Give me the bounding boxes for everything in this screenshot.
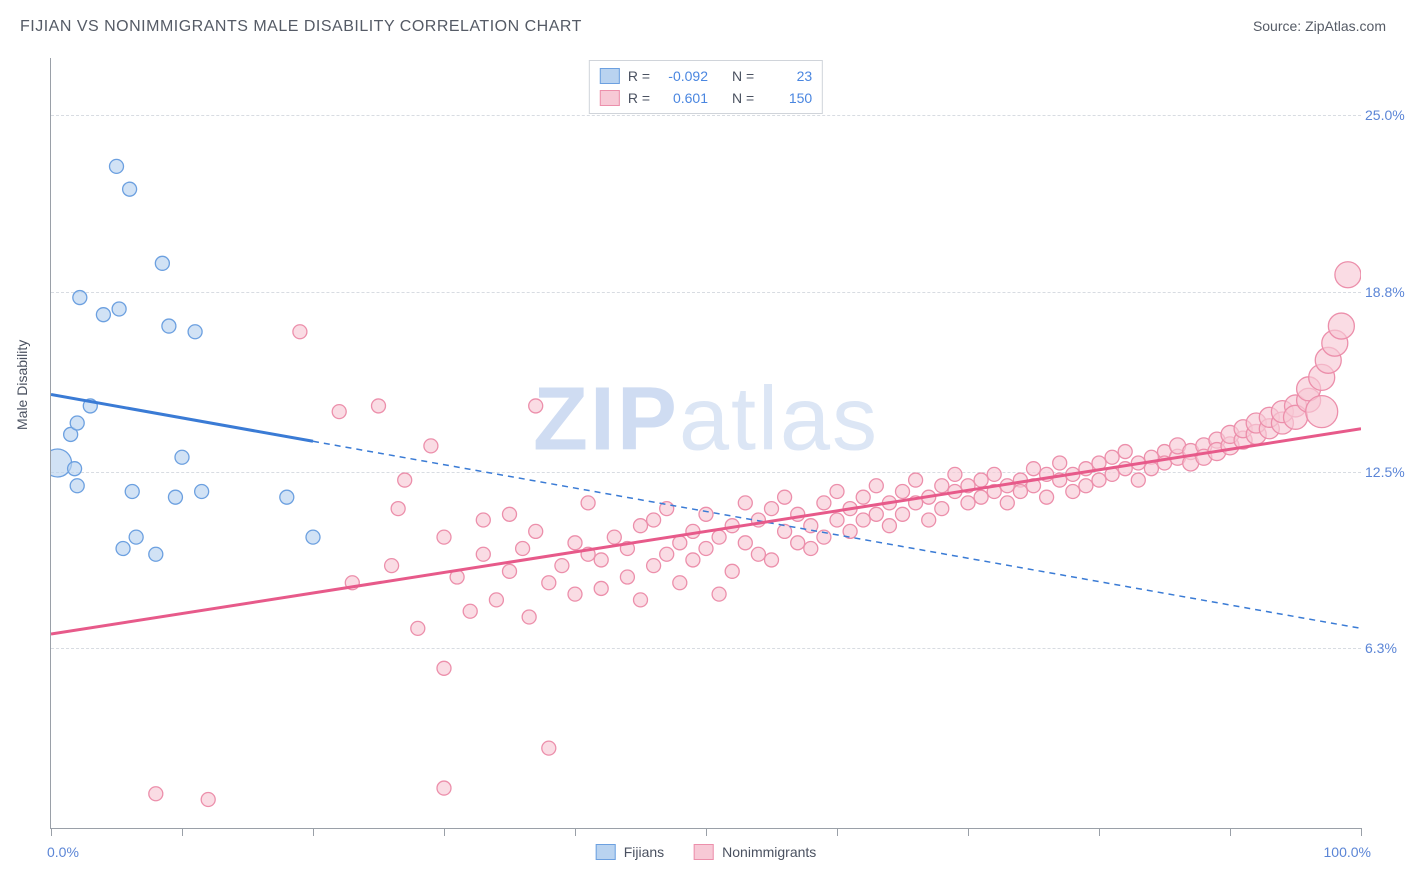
y-axis-label: Male Disability (14, 340, 30, 430)
legend-row-fijians: R = -0.092 N = 23 (600, 65, 812, 87)
swatch-fijians-bottom (596, 844, 616, 860)
r-label-nonimmigrants: R = (628, 87, 650, 109)
n-label-nonimmigrants: N = (732, 87, 754, 109)
n-value-fijians: 23 (762, 65, 812, 87)
r-value-fijians: -0.092 (658, 65, 708, 87)
legend-label-fijians: Fijians (624, 844, 664, 860)
legend-stats: R = -0.092 N = 23 R = 0.601 N = 150 (589, 60, 823, 114)
legend-item-fijians: Fijians (596, 844, 664, 860)
swatch-fijians (600, 68, 620, 84)
r-label-fijians: R = (628, 65, 650, 87)
chart-title: FIJIAN VS NONIMMIGRANTS MALE DISABILITY … (20, 18, 582, 36)
scatter-svg (51, 58, 1361, 828)
r-value-nonimmigrants: 0.601 (658, 87, 708, 109)
n-value-nonimmigrants: 150 (762, 87, 812, 109)
legend-label-nonimmigrants: Nonimmigrants (722, 844, 816, 860)
legend-row-nonimmigrants: R = 0.601 N = 150 (600, 87, 812, 109)
y-tick-label: 12.5% (1365, 464, 1406, 480)
legend-item-nonimmigrants: Nonimmigrants (694, 844, 816, 860)
n-label-fijians: N = (732, 65, 754, 87)
legend-categories: Fijians Nonimmigrants (596, 844, 817, 860)
y-tick-label: 25.0% (1365, 107, 1406, 123)
chart-plot-area: ZIPatlas R = -0.092 N = 23 R = 0.601 N =… (50, 58, 1361, 829)
x-axis-min-label: 0.0% (47, 844, 79, 860)
chart-header: FIJIAN VS NONIMMIGRANTS MALE DISABILITY … (20, 18, 1386, 36)
swatch-nonimmigrants-bottom (694, 844, 714, 860)
source-attribution: Source: ZipAtlas.com (1253, 18, 1386, 34)
swatch-nonimmigrants (600, 90, 620, 106)
x-axis-max-label: 100.0% (1324, 844, 1371, 860)
y-tick-label: 6.3% (1365, 640, 1406, 656)
y-tick-label: 18.8% (1365, 284, 1406, 300)
